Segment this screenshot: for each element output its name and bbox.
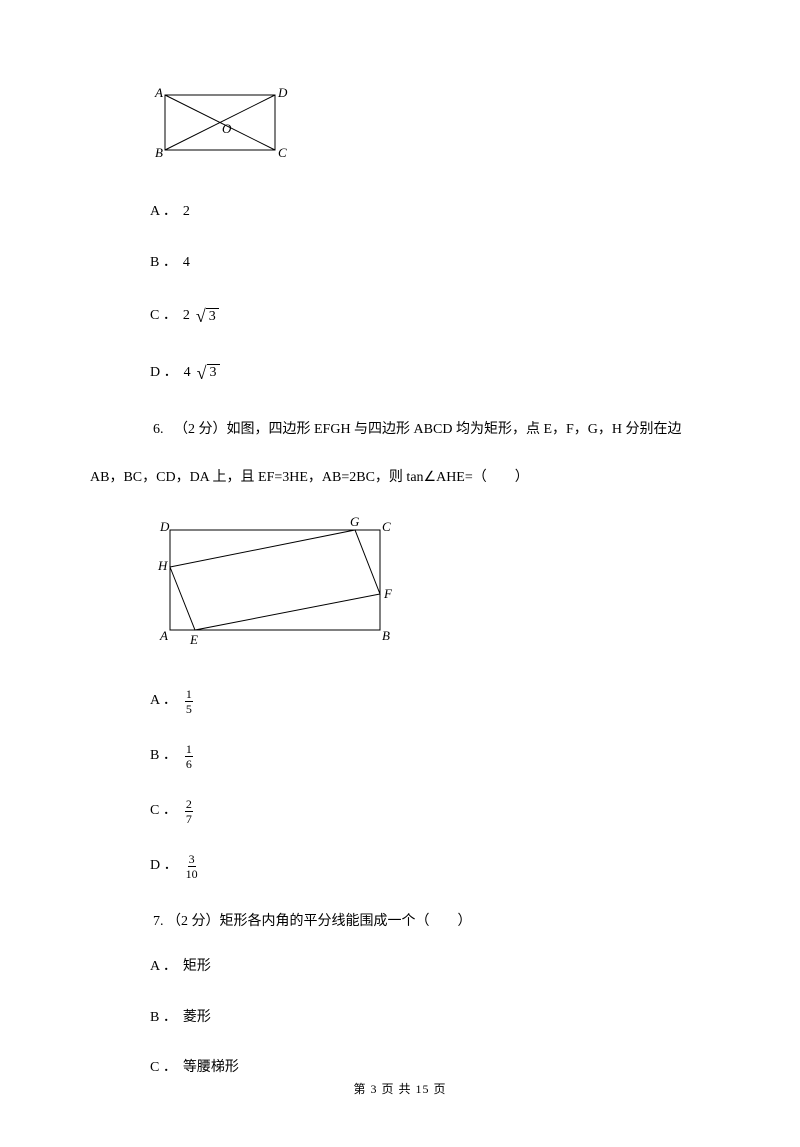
q6-text: 6. （2 分）如图，四边形 EFGH 与四边形 ABCD 均为矩形，点 E，F… — [125, 416, 710, 444]
label-E: E — [189, 632, 198, 647]
option-label: C ． — [150, 800, 177, 822]
option-label: D ． — [150, 855, 178, 877]
label-D: D — [277, 85, 288, 100]
option-prefix: 4 — [184, 362, 191, 384]
fraction: 1 5 — [185, 688, 193, 715]
label-F: F — [383, 586, 393, 601]
figure-rectangle-efgh: D C A B H E F G — [150, 512, 710, 660]
fraction: 1 6 — [185, 743, 193, 770]
page-footer: 第 3 页 共 15 页 — [0, 1080, 800, 1097]
q7-option-B: B ． 菱形 — [150, 1007, 710, 1029]
label-H: H — [157, 558, 168, 573]
label-B: B — [155, 145, 163, 160]
q6-number: 6. — [153, 422, 164, 437]
q6-option-C: C ． 2 7 — [150, 798, 710, 825]
figure-rectangle-abcd: A D B C O — [150, 85, 710, 173]
option-label: B ． — [150, 1007, 177, 1029]
q6-option-A: A ． 1 5 — [150, 688, 710, 715]
q5-option-C: C ． 2 √3 — [150, 302, 710, 331]
q5-option-B: B ． 4 — [150, 252, 710, 274]
option-label: B ． — [150, 745, 177, 767]
label-A: A — [159, 628, 168, 643]
option-label: A ． — [150, 956, 177, 978]
option-label: A ． — [150, 690, 177, 712]
q5-option-A: A ． 2 — [150, 201, 710, 223]
label-A: A — [154, 85, 163, 100]
option-label: A ． — [150, 201, 177, 223]
option-label: B ． — [150, 252, 177, 274]
q7-option-C: C ． 等腰梯形 — [150, 1057, 710, 1079]
q6-line2: AB，BC，CD，DA 上，且 EF=3HE，AB=2BC，则 tan∠AHE=… — [90, 470, 529, 485]
q7-number: 7. — [153, 914, 164, 929]
q7-body: （2 分）矩形各内角的平分线能围成一个（ ） — [167, 914, 472, 929]
option-value: 菱形 — [183, 1007, 211, 1029]
option-label: D ． — [150, 362, 178, 384]
option-value: 等腰梯形 — [183, 1057, 239, 1079]
option-prefix: 2 — [183, 305, 190, 327]
option-label: C ． — [150, 305, 177, 327]
label-O: O — [222, 121, 232, 136]
label-D: D — [159, 519, 170, 534]
option-value: 4 — [183, 252, 190, 274]
q6-text-cont: AB，BC，CD，DA 上，且 EF=3HE，AB=2BC，则 tan∠AHE=… — [90, 464, 710, 492]
fraction: 2 7 — [185, 798, 193, 825]
q5-option-D: D ． 4 √3 — [150, 359, 710, 388]
option-value: 2 — [183, 201, 190, 223]
q7-option-A: A ． 矩形 — [150, 956, 710, 978]
footer-text: 第 3 页 共 15 页 — [353, 1082, 446, 1096]
sqrt-expr: √3 — [197, 359, 220, 388]
label-C: C — [278, 145, 287, 160]
option-label: C ． — [150, 1057, 177, 1079]
q6-line1: （2 分）如图，四边形 EFGH 与四边形 ABCD 均为矩形，点 E，F，G，… — [167, 422, 682, 437]
option-value: 矩形 — [183, 956, 211, 978]
sqrt-expr: √3 — [196, 302, 219, 331]
fraction: 3 10 — [186, 853, 198, 880]
label-C: C — [382, 519, 391, 534]
label-G: G — [350, 514, 360, 529]
q6-option-B: B ． 1 6 — [150, 743, 710, 770]
q6-option-D: D ． 3 10 — [150, 853, 710, 880]
q7-text: 7. （2 分）矩形各内角的平分线能围成一个（ ） — [125, 908, 710, 936]
label-B: B — [382, 628, 390, 643]
